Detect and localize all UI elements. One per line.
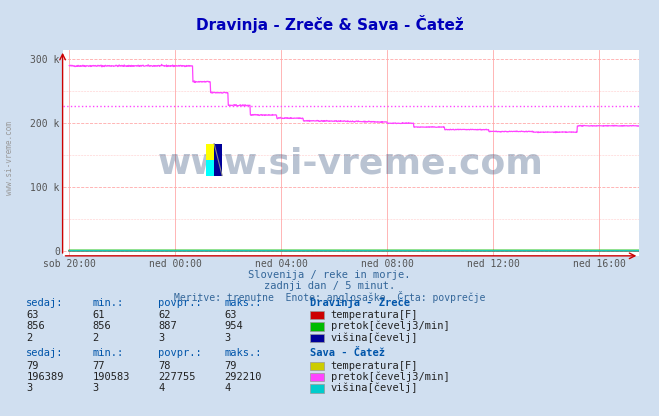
Text: 63: 63 <box>224 310 237 320</box>
Text: 3: 3 <box>224 333 230 343</box>
Text: 954: 954 <box>224 322 243 332</box>
Text: Sava - Čatež: Sava - Čatež <box>310 348 385 358</box>
Text: višina[čevelj]: višina[čevelj] <box>331 383 418 394</box>
Bar <box>214 144 222 176</box>
Text: 2: 2 <box>26 333 32 343</box>
Text: 856: 856 <box>26 322 45 332</box>
Text: min.:: min.: <box>92 348 123 358</box>
Text: 3: 3 <box>26 384 32 394</box>
Text: 78: 78 <box>158 361 171 371</box>
Text: 62: 62 <box>158 310 171 320</box>
Text: Meritve: trenutne  Enote: anglosaške  Črta: povprečje: Meritve: trenutne Enote: anglosaške Črta… <box>174 291 485 303</box>
Text: 856: 856 <box>92 322 111 332</box>
Text: 4: 4 <box>224 384 230 394</box>
Text: 292210: 292210 <box>224 372 262 382</box>
Bar <box>206 144 214 160</box>
Text: temperatura[F]: temperatura[F] <box>331 361 418 371</box>
Text: 887: 887 <box>158 322 177 332</box>
Text: 63: 63 <box>26 310 39 320</box>
Text: 196389: 196389 <box>26 372 64 382</box>
Text: 77: 77 <box>92 361 105 371</box>
Text: Slovenija / reke in morje.: Slovenija / reke in morje. <box>248 270 411 280</box>
Text: temperatura[F]: temperatura[F] <box>331 310 418 320</box>
Bar <box>206 160 214 176</box>
Text: 79: 79 <box>224 361 237 371</box>
Text: Dravinja - Zreče: Dravinja - Zreče <box>310 297 410 308</box>
Text: sedaj:: sedaj: <box>26 298 64 308</box>
Text: zadnji dan / 5 minut.: zadnji dan / 5 minut. <box>264 281 395 291</box>
Text: 61: 61 <box>92 310 105 320</box>
Text: 2: 2 <box>92 333 98 343</box>
Text: maks.:: maks.: <box>224 298 262 308</box>
Text: 227755: 227755 <box>158 372 196 382</box>
Text: sedaj:: sedaj: <box>26 348 64 358</box>
Text: pretok[čevelj3/min]: pretok[čevelj3/min] <box>331 321 449 332</box>
Text: maks.:: maks.: <box>224 348 262 358</box>
Text: 4: 4 <box>158 384 164 394</box>
Text: 190583: 190583 <box>92 372 130 382</box>
Text: 3: 3 <box>92 384 98 394</box>
Text: 3: 3 <box>158 333 164 343</box>
Text: www.si-vreme.com: www.si-vreme.com <box>5 121 14 195</box>
Text: višina[čevelj]: višina[čevelj] <box>331 332 418 343</box>
Text: 79: 79 <box>26 361 39 371</box>
Text: povpr.:: povpr.: <box>158 298 202 308</box>
Text: Dravinja - Zreče & Sava - Čatež: Dravinja - Zreče & Sava - Čatež <box>196 15 463 32</box>
Text: min.:: min.: <box>92 298 123 308</box>
Text: pretok[čevelj3/min]: pretok[čevelj3/min] <box>331 372 449 382</box>
Text: www.si-vreme.com: www.si-vreme.com <box>158 146 544 180</box>
Text: povpr.:: povpr.: <box>158 348 202 358</box>
